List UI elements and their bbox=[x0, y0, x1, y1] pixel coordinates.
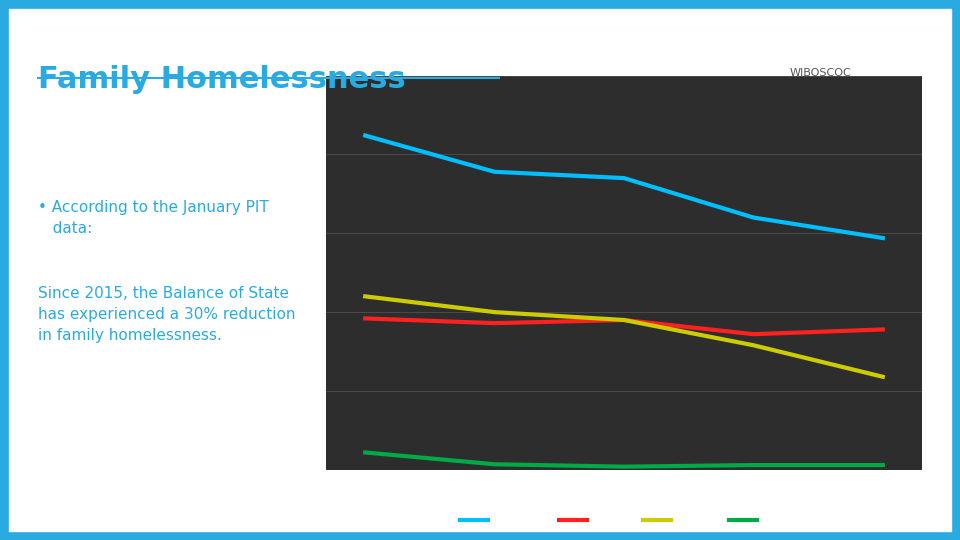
Text: WIBOSCOC: WIBOSCOC bbox=[790, 68, 852, 78]
Text: Since 2015, the Balance of State
has experienced a 30% reduction
in family homel: Since 2015, the Balance of State has exp… bbox=[38, 286, 296, 343]
Text: Family Homelessness: Family Homelessness bbox=[38, 65, 406, 94]
Legend: Total, ES, TH, UN: Total, ES, TH, UN bbox=[454, 509, 794, 534]
Text: • According to the January PIT
   data:: • According to the January PIT data: bbox=[38, 200, 269, 236]
